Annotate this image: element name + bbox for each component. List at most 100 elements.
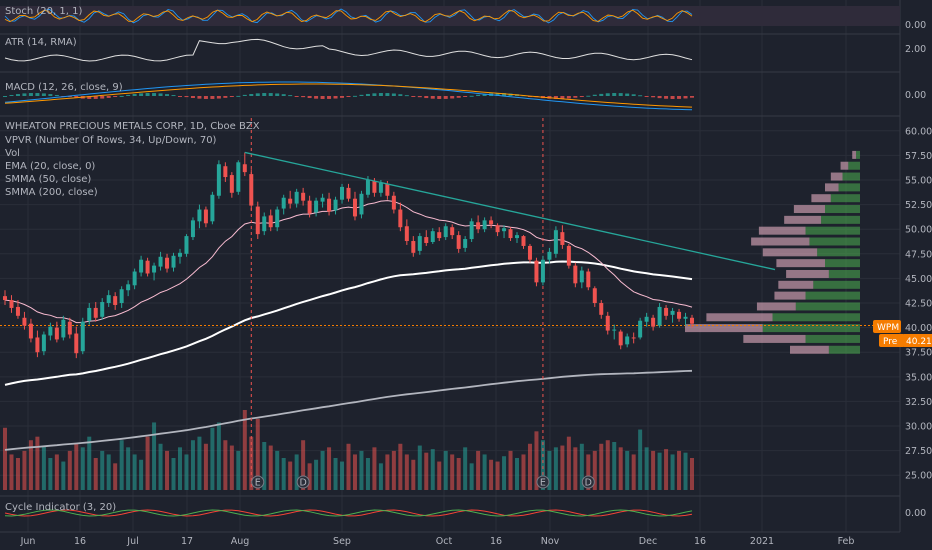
volume-bar	[372, 447, 377, 490]
macd-histogram-bar	[631, 94, 636, 96]
event-marker-circle	[536, 475, 550, 489]
time-tick-label: 2021	[750, 536, 774, 547]
volume-bar	[579, 443, 584, 490]
macd-histogram-bar	[592, 94, 597, 96]
candle-body	[145, 260, 150, 274]
candle-body	[547, 251, 552, 260]
volume-bar	[566, 436, 571, 490]
candle-body	[579, 270, 584, 283]
pre-tag-text: Pre	[883, 337, 898, 347]
candle-body	[670, 310, 675, 315]
vpvr-profile	[685, 150, 860, 354]
volume-bar	[22, 450, 27, 490]
macd-histogram-bar	[158, 93, 163, 96]
price-axis: 60.00 57.50 55.00 52.50 50.00 47.50 45.00 42.50…	[905, 126, 932, 481]
macd-histogram-bar	[119, 95, 124, 97]
volume-bar	[152, 422, 157, 490]
candle-body	[15, 306, 20, 316]
candle-body	[35, 337, 40, 353]
volume-bar	[346, 443, 351, 490]
time-tick-label: Jul	[126, 536, 138, 547]
pane-separators	[0, 0, 901, 533]
candle-body	[61, 319, 66, 338]
event-marker-letter: E	[255, 478, 261, 489]
macd-histogram-bar	[443, 96, 448, 99]
macd-histogram-bar	[9, 94, 14, 96]
macd-histogram-bar	[677, 96, 682, 99]
volume-bar	[489, 459, 494, 490]
volume-bar	[262, 442, 267, 490]
candle-body	[476, 222, 481, 230]
candle-body	[210, 194, 215, 222]
candlesticks	[3, 152, 694, 359]
vpvr-row-up	[786, 269, 829, 278]
candle-body	[48, 326, 53, 336]
macd-histogram-bar	[469, 95, 474, 97]
vpvr-row-up	[758, 226, 806, 235]
candle-body	[190, 220, 195, 238]
macd-histogram-bar	[106, 96, 111, 98]
volume-bar	[527, 443, 532, 490]
candle-body	[67, 321, 72, 335]
candle-body	[677, 311, 682, 319]
volume-bar	[314, 459, 319, 490]
price-tick-label: 57.50	[905, 151, 932, 162]
candle-body	[502, 228, 507, 232]
price-tick-label: 37.50	[905, 348, 932, 359]
macd-histogram-bar	[618, 93, 623, 96]
event-marker-letter: D	[585, 478, 592, 489]
macd-histogram-bar	[391, 93, 396, 96]
vpvr-row-down	[805, 291, 860, 300]
vpvr-row-down	[828, 269, 860, 278]
candle-body	[132, 271, 137, 286]
candle-body	[307, 200, 312, 214]
macd-histogram-bar	[417, 96, 422, 98]
macd-histogram-bar	[281, 94, 286, 96]
candle-body	[165, 257, 170, 269]
volume-bar	[171, 458, 176, 490]
event-marker-dividend: D	[581, 475, 595, 489]
time-tick-label: 17	[181, 536, 193, 547]
price-tick-label: 40.00	[905, 323, 932, 334]
candle-body	[346, 187, 351, 199]
price-tick-label: 60.00	[905, 126, 932, 137]
legend-vol: Vol	[5, 148, 20, 159]
time-tick-label: Dec	[639, 536, 657, 547]
volume-bar	[28, 440, 33, 490]
vpvr-row-up	[685, 324, 763, 333]
vpvr-row-down	[805, 334, 860, 343]
volume-bar	[404, 454, 409, 490]
price-tick-label: 55.00	[905, 176, 932, 187]
macd-histogram-bar	[314, 96, 319, 99]
price-tick-label: 25.00	[905, 471, 932, 482]
volume-bar	[229, 445, 234, 490]
macd-histogram-bar	[113, 96, 118, 97]
stoch-line-d	[4, 9, 693, 23]
macd-histogram-bar	[28, 93, 33, 96]
candle-body	[100, 302, 105, 317]
macd-histogram-bar	[41, 93, 46, 96]
vpvr-row-down	[856, 150, 860, 159]
legend-ema: EMA (20, close, 0)	[5, 161, 95, 172]
macd-histogram-bar	[327, 96, 332, 99]
candle-body	[268, 215, 273, 228]
candle-body	[41, 334, 46, 352]
macd-histogram-bar	[502, 93, 507, 96]
stoch-label: Stoch (20, 1, 1)	[5, 6, 82, 17]
volume-bar	[599, 443, 604, 490]
event-marker-letter: D	[299, 478, 306, 489]
price-tick-label: 47.50	[905, 249, 932, 260]
vpvr-row-up	[784, 215, 822, 224]
candle-body	[411, 241, 416, 253]
volume-bar	[35, 436, 40, 490]
volume-bar	[145, 436, 150, 490]
macd-histogram-bar	[223, 96, 228, 98]
candle-body	[430, 231, 435, 242]
volume-bar	[411, 459, 416, 490]
candle-body	[521, 236, 526, 246]
macd-histogram-bar	[385, 93, 390, 96]
macd-histogram-bar	[22, 93, 27, 96]
macd-histogram-bar	[301, 96, 306, 98]
macd-histogram-bar	[378, 93, 383, 96]
